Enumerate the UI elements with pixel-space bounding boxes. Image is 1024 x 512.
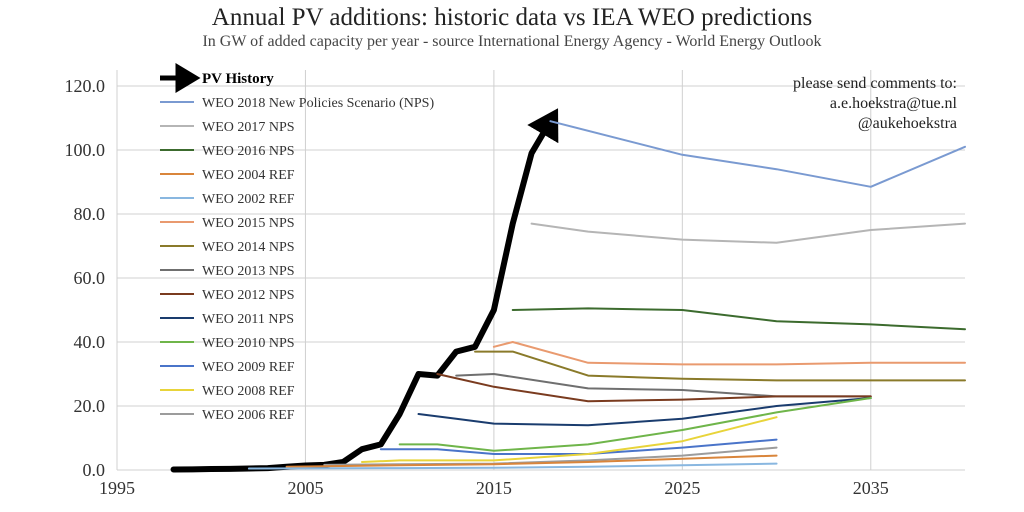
legend-label: WEO 2011 NPS	[202, 312, 294, 327]
chart-title: Annual PV additions: historic data vs IE…	[212, 4, 812, 31]
chart-svg: 0.0 20.0 40.0 60.0 80.0 100.0 120.0 1995 2005 201…	[0, 0, 1024, 512]
y-tick-label: 20.0	[74, 396, 106, 416]
x-tick-label: 2015	[476, 478, 512, 498]
y-tick-label: 60.0	[74, 268, 106, 288]
x-tick-label: 2005	[287, 478, 323, 498]
legend-label: WEO 2013 NPS	[202, 264, 295, 279]
legend-label: WEO 2008 REF	[202, 384, 295, 399]
legend-label: WEO 2016 NPS	[202, 144, 295, 159]
x-tick-label: 2025	[664, 478, 700, 498]
x-tick-label: 1995	[99, 478, 135, 498]
legend-label: WEO 2018 New Policies Scenario (NPS)	[202, 96, 434, 111]
legend-label: PV History	[202, 71, 274, 87]
legend-label: WEO 2014 NPS	[202, 240, 295, 255]
y-tick-label: 80.0	[74, 204, 106, 224]
legend-label: WEO 2012 NPS	[202, 288, 295, 303]
chart-root: 0.0 20.0 40.0 60.0 80.0 100.0 120.0 1995 2005 201…	[0, 0, 1024, 512]
legend-label: WEO 2015 NPS	[202, 216, 295, 231]
comment-line: @aukehoekstra	[858, 115, 957, 132]
legend-label: WEO 2006 REF	[202, 408, 295, 423]
y-tick-label: 0.0	[83, 460, 106, 480]
y-tick-label: 40.0	[74, 332, 106, 352]
y-tick-label: 120.0	[65, 76, 106, 96]
comment-line: a.e.hoekstra@tue.nl	[830, 95, 958, 112]
y-tick-label: 100.0	[65, 140, 106, 160]
chart-subtitle: In GW of added capacity per year - sourc…	[202, 33, 821, 50]
legend-label: WEO 2017 NPS	[202, 120, 295, 135]
legend-label: WEO 2010 NPS	[202, 336, 295, 351]
x-tick-label: 2035	[853, 478, 889, 498]
comment-line: please send comments to:	[793, 75, 957, 92]
legend-label: WEO 2009 REF	[202, 360, 295, 375]
legend-label: WEO 2004 REF	[202, 168, 295, 183]
legend-label: WEO 2002 REF	[202, 192, 295, 207]
